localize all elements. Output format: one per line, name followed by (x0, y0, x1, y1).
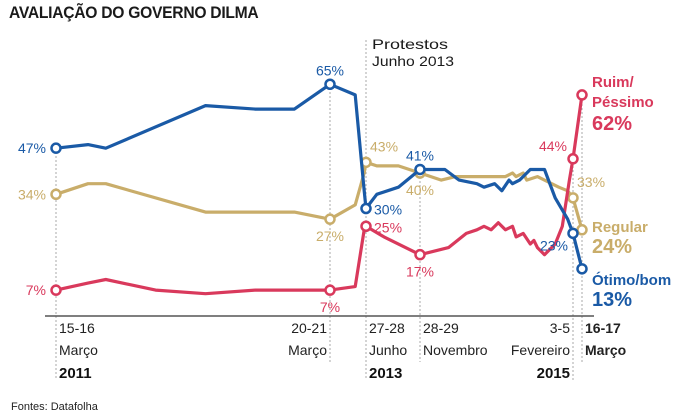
end-label-ruim: 62% (592, 113, 632, 135)
value-label-otimo: 65% (316, 62, 344, 78)
end-label-regular: 24% (592, 236, 632, 258)
value-label-ruim: 7% (26, 282, 46, 298)
data-point-ruim (567, 153, 579, 165)
value-label-otimo: 30% (374, 202, 402, 218)
value-label-ruim: 25% (374, 219, 402, 235)
series-line-regular (55, 160, 584, 231)
x-tick-label-date: 15-16 (59, 320, 95, 336)
data-point-otimo (414, 163, 426, 176)
end-label-otimo: Ótimo/bom (592, 271, 671, 289)
x-tick-label-month: Novembro (423, 342, 488, 358)
data-point-regular (324, 213, 336, 225)
protest-annotation: Protestos Junho 2013 (372, 36, 454, 69)
source-note: Fontes: Datafolha (11, 401, 98, 413)
data-point-ruim (414, 248, 426, 261)
x-tick-label-month: Junho (369, 342, 407, 358)
data-point-otimo (567, 227, 579, 240)
end-label-regular: Regular (592, 219, 648, 236)
x-tick-label-date: 3-5 (550, 320, 570, 336)
series-line-ruim (55, 94, 584, 296)
data-point-otimo (324, 78, 336, 90)
data-point-ruim (324, 284, 336, 296)
x-tick-label-date: 28-29 (423, 320, 459, 336)
series-ruim: 7% 7% 25% 17% 44% Ruim/Péssimo 62% (26, 74, 654, 315)
data-point-otimo (360, 202, 372, 215)
x-tick-label-year: 2011 (59, 365, 92, 382)
x-tick-label-month: Março (585, 342, 626, 358)
chart-title: AVALIAÇÃO DO GOVERNO DILMA (9, 3, 259, 22)
value-label-otimo: 47% (18, 140, 46, 156)
data-point-regular (567, 192, 579, 204)
data-point-regular (576, 224, 588, 236)
data-point-ruim (576, 89, 588, 101)
data-point-otimo (50, 142, 62, 154)
x-tick-label-month: Fevereiro (511, 342, 570, 358)
x-tick-label-date: 20-21 (291, 320, 327, 336)
end-label-otimo: 13% (592, 289, 632, 311)
annotation-line-1: Protestos (372, 36, 448, 52)
x-tick-label-month: Março (59, 342, 98, 358)
value-label-regular: 27% (316, 228, 344, 244)
value-label-otimo: 41% (406, 147, 434, 163)
data-point-ruim (360, 220, 372, 232)
data-point-otimo (576, 263, 588, 275)
end-label-ruim: Ruim/ (592, 74, 635, 91)
x-tick-label-date: 27-28 (369, 320, 405, 336)
series-line-otimo (55, 82, 584, 270)
data-point-ruim (50, 284, 62, 296)
value-label-ruim: 17% (406, 264, 434, 280)
value-label-regular: 43% (370, 138, 398, 154)
data-point-regular (50, 188, 62, 201)
value-label-otimo: 23% (540, 237, 568, 253)
value-label-regular: 33% (577, 174, 605, 190)
x-tick-label-year: 2015 (537, 365, 570, 382)
end-label-ruim: Péssimo (592, 94, 654, 111)
value-label-regular: 40% (406, 182, 434, 198)
annotation-line-2: Junho 2013 (372, 53, 454, 69)
x-tick-label-month: Março (288, 342, 327, 358)
value-label-regular: 34% (18, 186, 46, 202)
value-label-ruim: 44% (539, 138, 567, 154)
x-tick-label-date: 16-17 (585, 320, 621, 336)
x-tick-label-year: 2013 (369, 365, 402, 382)
x-tick-labels: 15-16 Março 2011 20-21 Março 27-28 Junho 2013 28… (59, 320, 626, 382)
value-label-ruim: 7% (320, 299, 340, 315)
